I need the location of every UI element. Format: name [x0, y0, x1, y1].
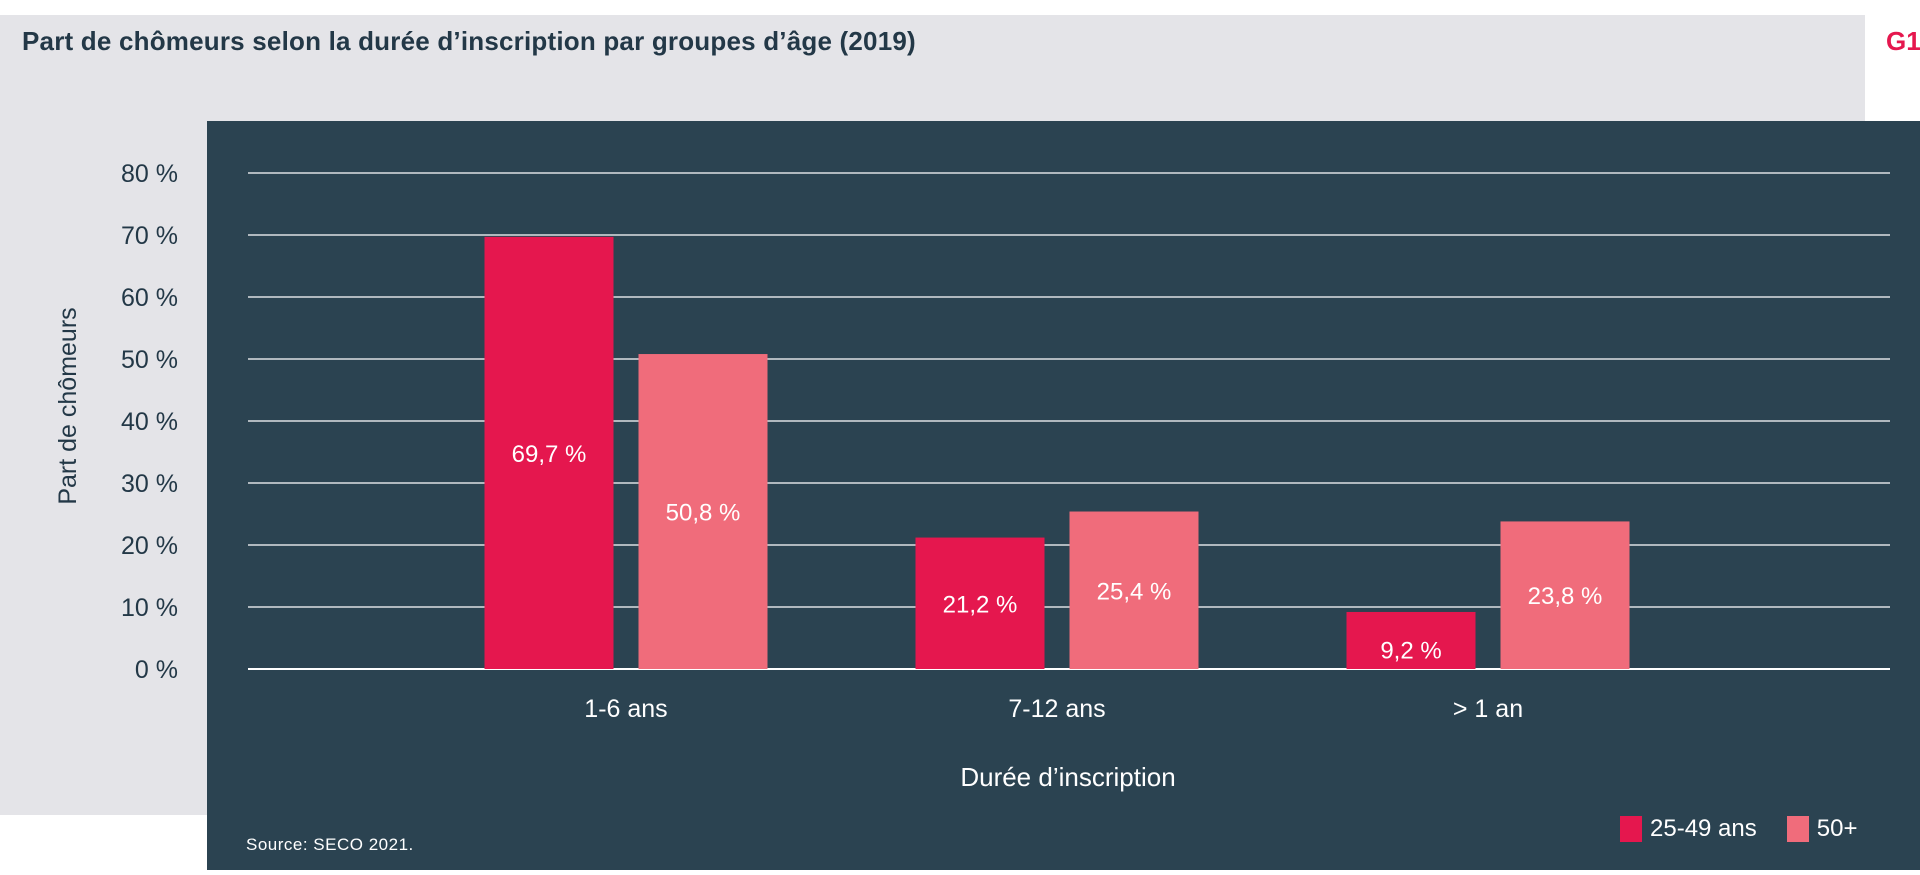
data-label: 50,8 % [666, 500, 741, 527]
x-axis-ticks: 1-6 ans 7-12 ans > 1 an [584, 695, 1523, 723]
data-label: 9,2 % [1380, 637, 1441, 664]
x-tick-label: > 1 an [1453, 695, 1523, 723]
x-tick-label: 1-6 ans [584, 695, 667, 723]
x-axis-title: Durée d’inscription [960, 762, 1175, 792]
legend-swatch-25-49 [1620, 816, 1642, 842]
legend: 25-49 ans 50+ [1620, 815, 1857, 843]
legend-swatch-50plus [1786, 816, 1809, 842]
y-tick-label: 60 % [121, 284, 178, 312]
y-tick-label: 80 % [121, 160, 178, 188]
y-axis-title: Part de chômeurs [54, 307, 82, 504]
figure-badge: G1 [1886, 26, 1920, 56]
y-tick-label: 20 % [121, 532, 178, 560]
bar [915, 537, 1045, 669]
legend-item-50plus: 50+ [1786, 815, 1858, 843]
y-tick-label: 70 % [121, 222, 178, 250]
bar [1500, 521, 1630, 669]
y-axis-ticks: 0 % 10 % 20 % 30 % 40 % 50 % 60 % 70 % 80 % [121, 160, 178, 684]
data-labels: 69,7 % 50,8 % 21,2 % 25,4 % 9,2 % 23,8 % [512, 441, 1603, 665]
bar [484, 236, 614, 670]
data-label: 69,7 % [512, 441, 587, 468]
legend-label-50plus: 50+ [1816, 815, 1858, 842]
x-tick-label: 7-12 ans [1008, 695, 1105, 723]
bar [638, 354, 768, 669]
y-tick-label: 30 % [121, 470, 178, 498]
y-tick-label: 50 % [121, 346, 178, 374]
y-tick-label: 0 % [135, 656, 178, 684]
data-label: 23,8 % [1528, 583, 1603, 610]
bar [1069, 511, 1199, 669]
chart-title: Part de chômeurs selon la durée d’inscri… [22, 26, 916, 56]
bars [484, 236, 1630, 670]
bar [1346, 611, 1476, 669]
data-label: 21,2 % [943, 591, 1018, 618]
legend-label-25-49: 25-49 ans [1650, 815, 1757, 842]
y-tick-label: 10 % [121, 594, 178, 622]
legend-item-25-49: 25-49 ans [1620, 815, 1757, 843]
data-label: 25,4 % [1097, 578, 1172, 605]
y-tick-label: 40 % [121, 408, 178, 436]
source-note: Source: SECO 2021. [246, 835, 414, 854]
